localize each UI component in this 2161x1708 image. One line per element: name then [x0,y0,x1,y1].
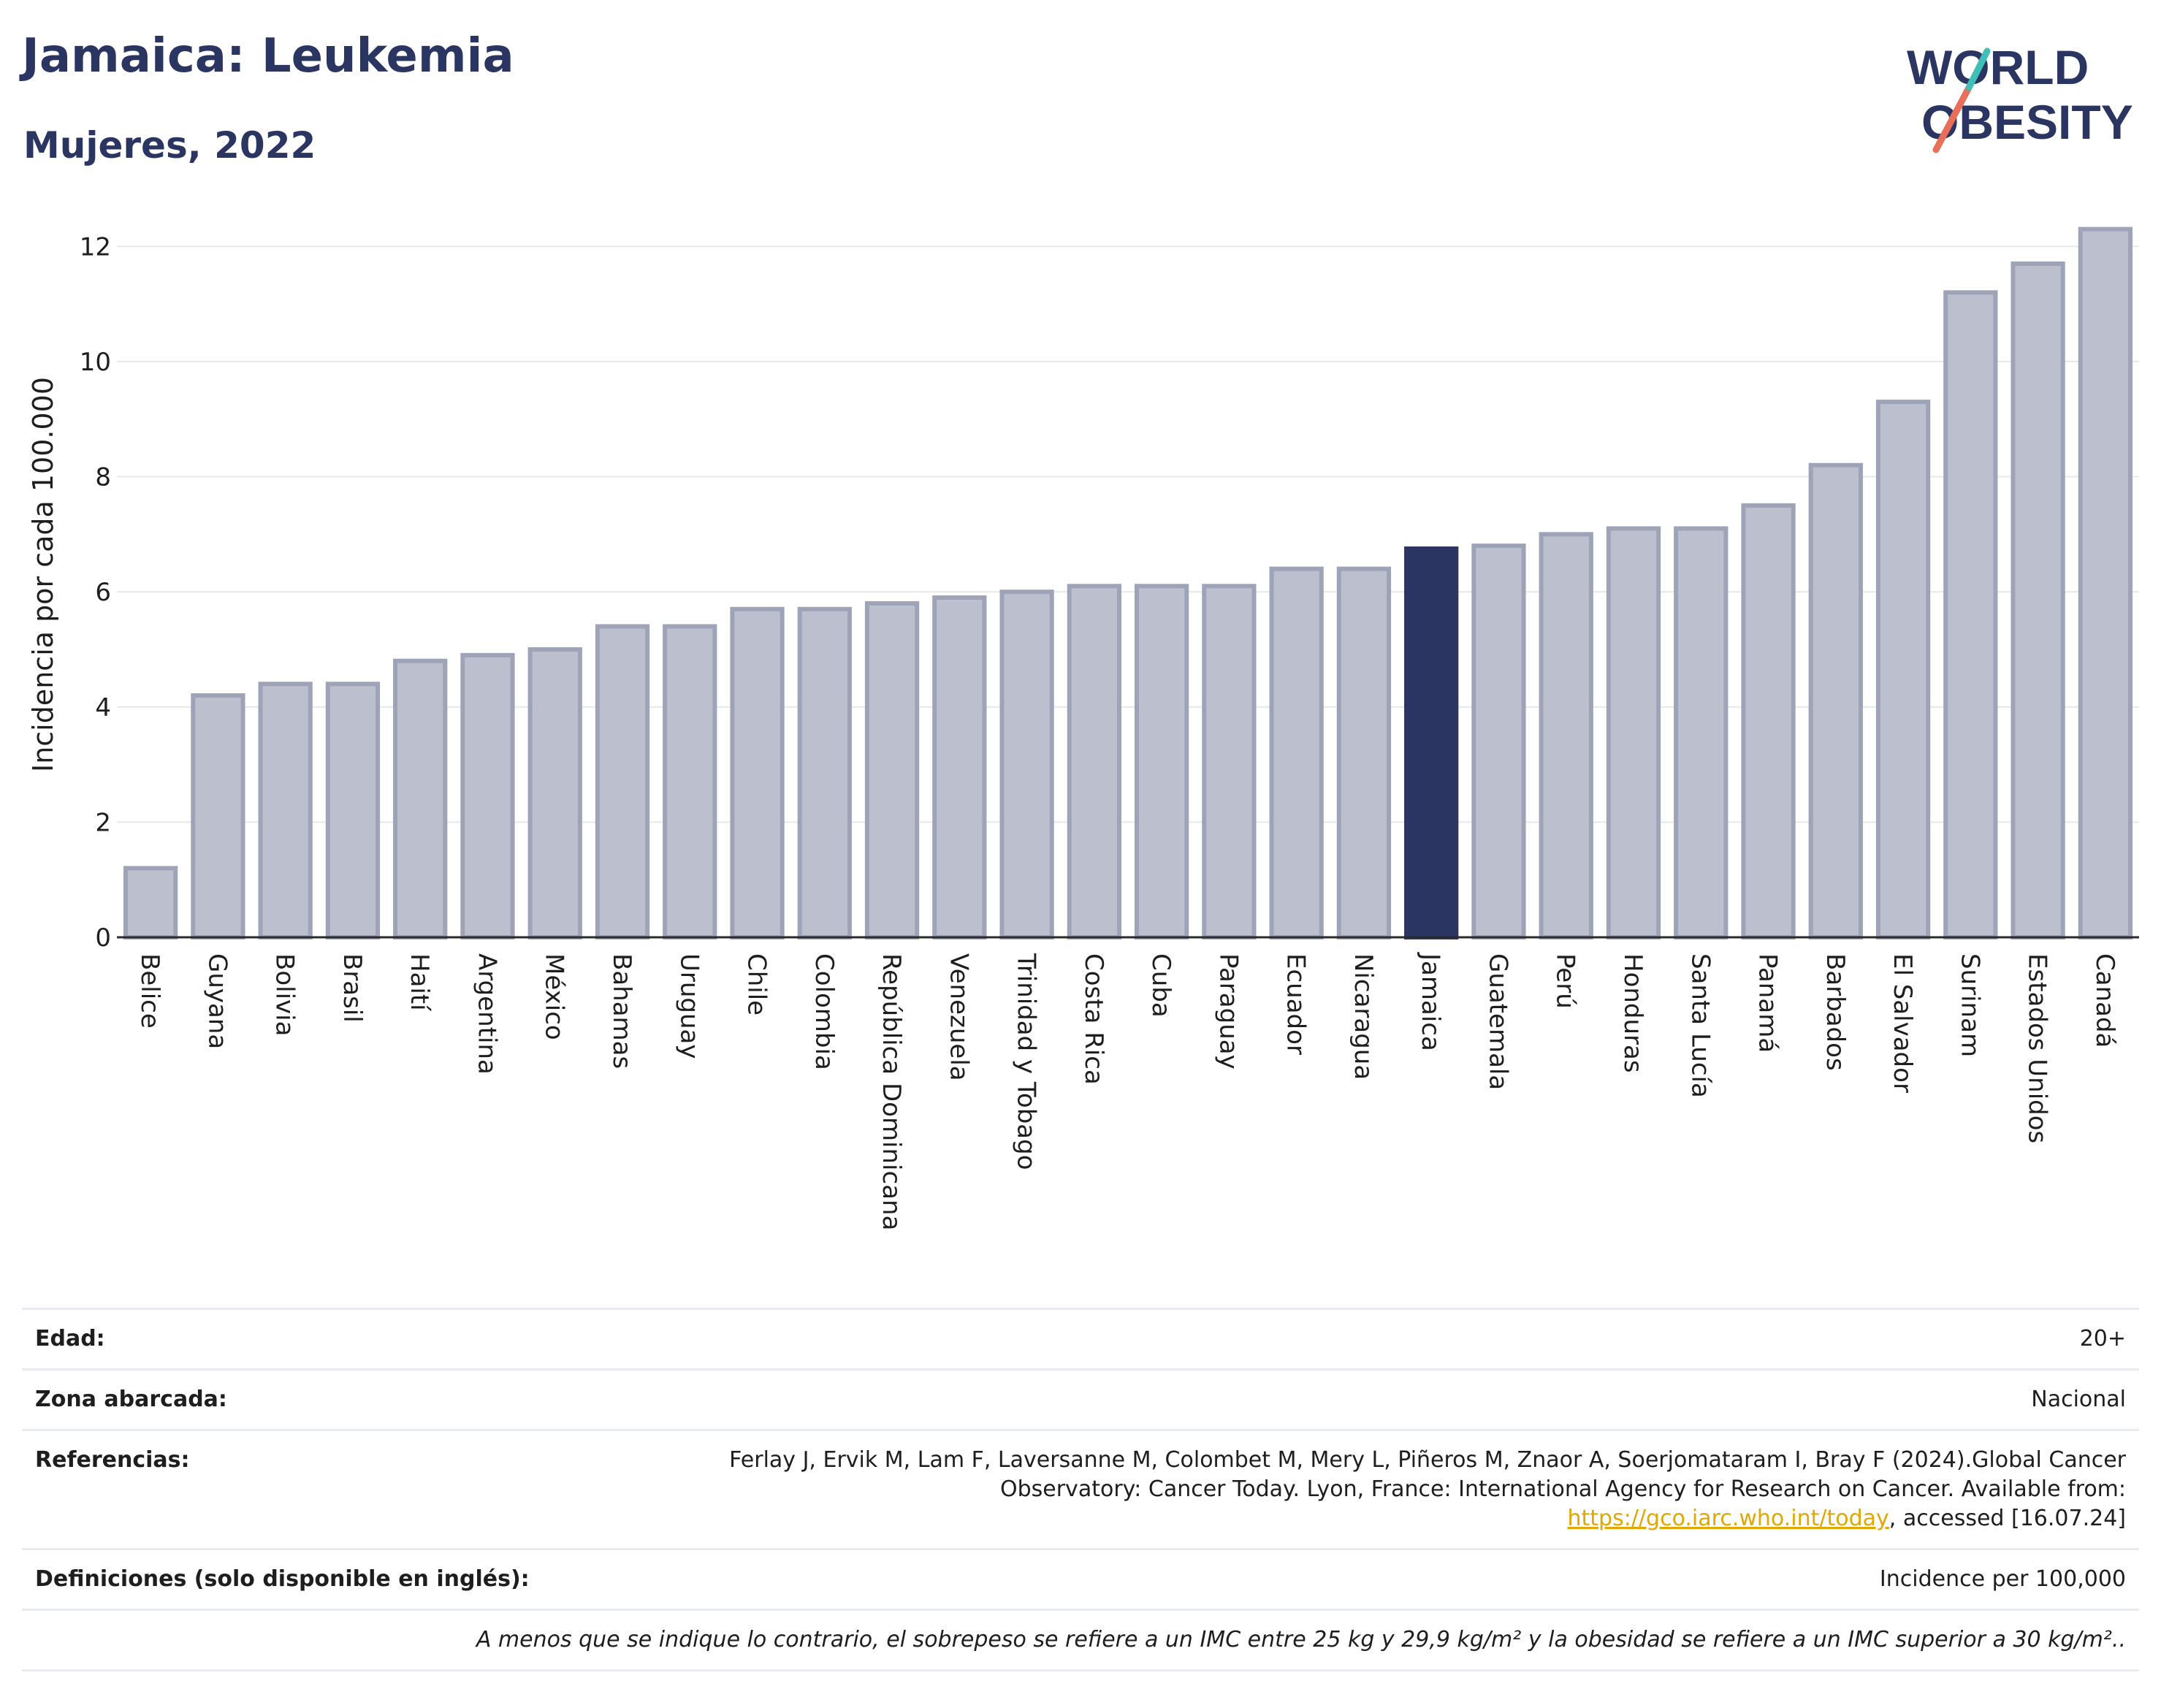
bar-nicaragua [1336,566,1392,939]
x-tick-label: Brasil [338,953,367,1023]
info-value: Ferlay J, Ervik M, Lam F, Laversanne M, … [706,1429,2139,1549]
info-label: Referencias: [22,1429,706,1549]
x-tick-label: Venezuela [944,953,973,1081]
x-tick-label: Haití [405,953,434,1012]
y-tick-label: 0 [95,923,111,953]
x-tick-label: Cuba [1146,953,1175,1018]
bar-costa-rica [1067,584,1122,939]
bar-república-dominicana [864,601,920,940]
x-tick-label: Costa Rica [1079,953,1108,1085]
x-tick-label: Chile [742,953,771,1015]
bar-surinam [1943,290,1998,940]
bar-bolivia [258,682,313,939]
chart-title: Jamaica: Leukemia [22,29,514,83]
bar-brasil [325,682,381,939]
x-tick-label: Jamaica [1416,952,1445,1051]
x-tick-label: Surinam [1955,953,1984,1057]
bar-paraguay [1202,584,1257,939]
bar-guatemala [1471,544,1526,939]
bar-guyana [191,693,245,939]
bar-estados-unidos [2011,261,2065,939]
bar-santa-lucía [1674,526,1729,939]
info-value: Incidence per 100,000 [706,1548,2139,1610]
x-tick-label: República Dominicana [877,953,906,1230]
x-tick-label: Uruguay [674,953,704,1059]
bar-el-salvador [1875,400,1931,939]
y-tick-label: 6 [95,578,111,607]
reference-link[interactable]: https://gco.iarc.who.int/today [1567,1506,1889,1531]
info-row-definitions: Definiciones (solo disponible en inglés)… [22,1548,2139,1610]
x-tick-label: Paraguay [1213,953,1243,1070]
x-tick-label: Santa Lucía [1685,953,1715,1098]
info-row-zone: Zona abarcada: Nacional [22,1368,2139,1430]
bar-chart: 0 2 4 6 8 10 12 Incidencia por cada 100.000 Beli… [27,226,2139,1230]
bar-bahamas [595,624,650,940]
bar-panamá [1741,503,1796,939]
x-tick-label: Guatemala [1483,953,1512,1090]
x-tick-label: México [540,953,569,1040]
x-tick-label: Bolivia [270,953,300,1036]
x-tick-label: Ecuador [1281,953,1311,1055]
bar-chile [730,606,785,939]
info-label: Definiciones (solo disponible en inglés)… [22,1548,706,1610]
bar-haití [393,658,448,939]
info-label: Edad: [22,1308,706,1370]
x-tick-label: Honduras [1618,953,1647,1073]
bar-méxico [527,647,582,939]
x-tick-label: El Salvador [1888,953,1917,1093]
info-row-references: Referencias: Ferlay J, Ervik M, Lam F, L… [22,1429,2139,1549]
bar-cuba [1134,584,1189,939]
reference-text-end: , accessed [16.07.24] [1889,1506,2126,1531]
bar-barbados [1808,462,1863,939]
x-tick-label: Estados Unidos [2023,953,2052,1143]
info-row-note: A menos que se indique lo contrario, el … [22,1609,2139,1671]
x-tick-label: Nicaragua [1349,953,1378,1080]
world-obesity-logo: WORLD OBESITY [1907,40,2133,153]
x-tick-label: Guyana [202,953,232,1049]
x-tick-label: Belice [135,953,164,1029]
bar-argentina [460,652,515,939]
info-value: Nacional [706,1368,2139,1430]
bar-trinidad-y-tobago [999,590,1054,940]
info-label: Zona abarcada: [22,1368,706,1430]
bar-uruguay [663,624,717,940]
y-tick-label: 12 [80,232,111,262]
bar-jamaica [1404,546,1459,939]
y-tick-label: 4 [95,693,111,723]
bar-belice [123,866,178,940]
info-row-age: Edad: 20+ [22,1308,2139,1370]
logo-line1: WORLD [1907,40,2089,94]
x-tick-label: Barbados [1821,953,1850,1071]
bar-honduras [1606,526,1661,939]
x-tick-label: Argentina [472,953,501,1075]
bar-colombia [797,606,852,939]
x-tick-label: Canadá [2090,953,2119,1048]
info-table: Edad: 20+ Zona abarcada: Nacional Refere… [22,1308,2139,1671]
info-value: 20+ [706,1308,2139,1370]
bar-canadá [2078,226,2133,939]
y-tick-label: 2 [95,808,111,837]
x-tick-label: Bahamas [607,953,636,1069]
y-axis-label: Incidencia por cada 100.000 [27,377,59,772]
y-tick-label: 8 [95,463,111,492]
footnote: A menos que se indique lo contrario, el … [22,1609,2139,1671]
bar-venezuela [932,595,987,939]
bar-ecuador [1269,566,1324,939]
x-tick-label: Panamá [1753,953,1783,1053]
x-tick-label: Perú [1551,953,1580,1009]
chart-subtitle: Mujeres, 2022 [23,124,316,167]
x-tick-label: Trinidad y Tobago [1012,953,1041,1170]
y-tick-label: 10 [80,348,111,377]
bar-perú [1539,532,1593,939]
reference-text: Ferlay J, Ervik M, Lam F, Laversanne M, … [729,1447,2126,1502]
x-tick-label: Colombia [809,953,839,1070]
